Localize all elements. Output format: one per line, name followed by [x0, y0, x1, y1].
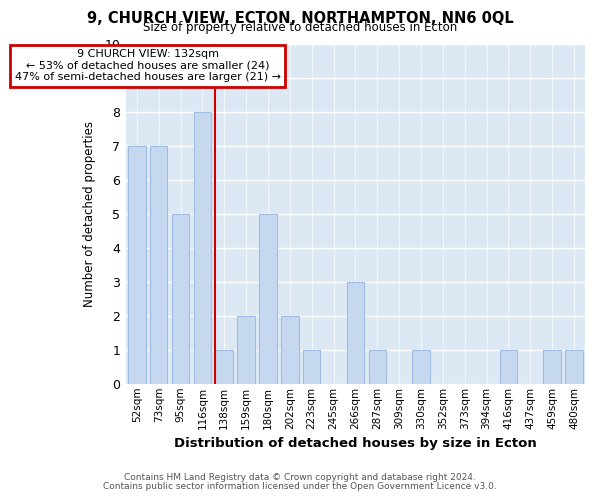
Text: Contains HM Land Registry data © Crown copyright and database right 2024.: Contains HM Land Registry data © Crown c…: [124, 474, 476, 482]
Text: Contains public sector information licensed under the Open Government Licence v3: Contains public sector information licen…: [103, 482, 497, 491]
Bar: [565, 350, 583, 384]
Text: 9 CHURCH VIEW: 132sqm
← 53% of detached houses are smaller (24)
47% of semi-deta: 9 CHURCH VIEW: 132sqm ← 53% of detached …: [15, 49, 281, 82]
Bar: [500, 350, 517, 384]
Bar: [238, 316, 255, 384]
Bar: [215, 350, 233, 384]
Y-axis label: Number of detached properties: Number of detached properties: [83, 121, 96, 307]
Bar: [281, 316, 299, 384]
Bar: [150, 146, 167, 384]
Text: Size of property relative to detached houses in Ecton: Size of property relative to detached ho…: [143, 21, 457, 34]
Bar: [303, 350, 320, 384]
Text: 9, CHURCH VIEW, ECTON, NORTHAMPTON, NN6 0QL: 9, CHURCH VIEW, ECTON, NORTHAMPTON, NN6 …: [86, 11, 514, 26]
Bar: [368, 350, 386, 384]
Bar: [259, 214, 277, 384]
Bar: [194, 112, 211, 384]
Bar: [172, 214, 189, 384]
Bar: [412, 350, 430, 384]
Bar: [347, 282, 364, 384]
X-axis label: Distribution of detached houses by size in Ecton: Distribution of detached houses by size …: [174, 437, 537, 450]
Bar: [128, 146, 146, 384]
Bar: [544, 350, 561, 384]
